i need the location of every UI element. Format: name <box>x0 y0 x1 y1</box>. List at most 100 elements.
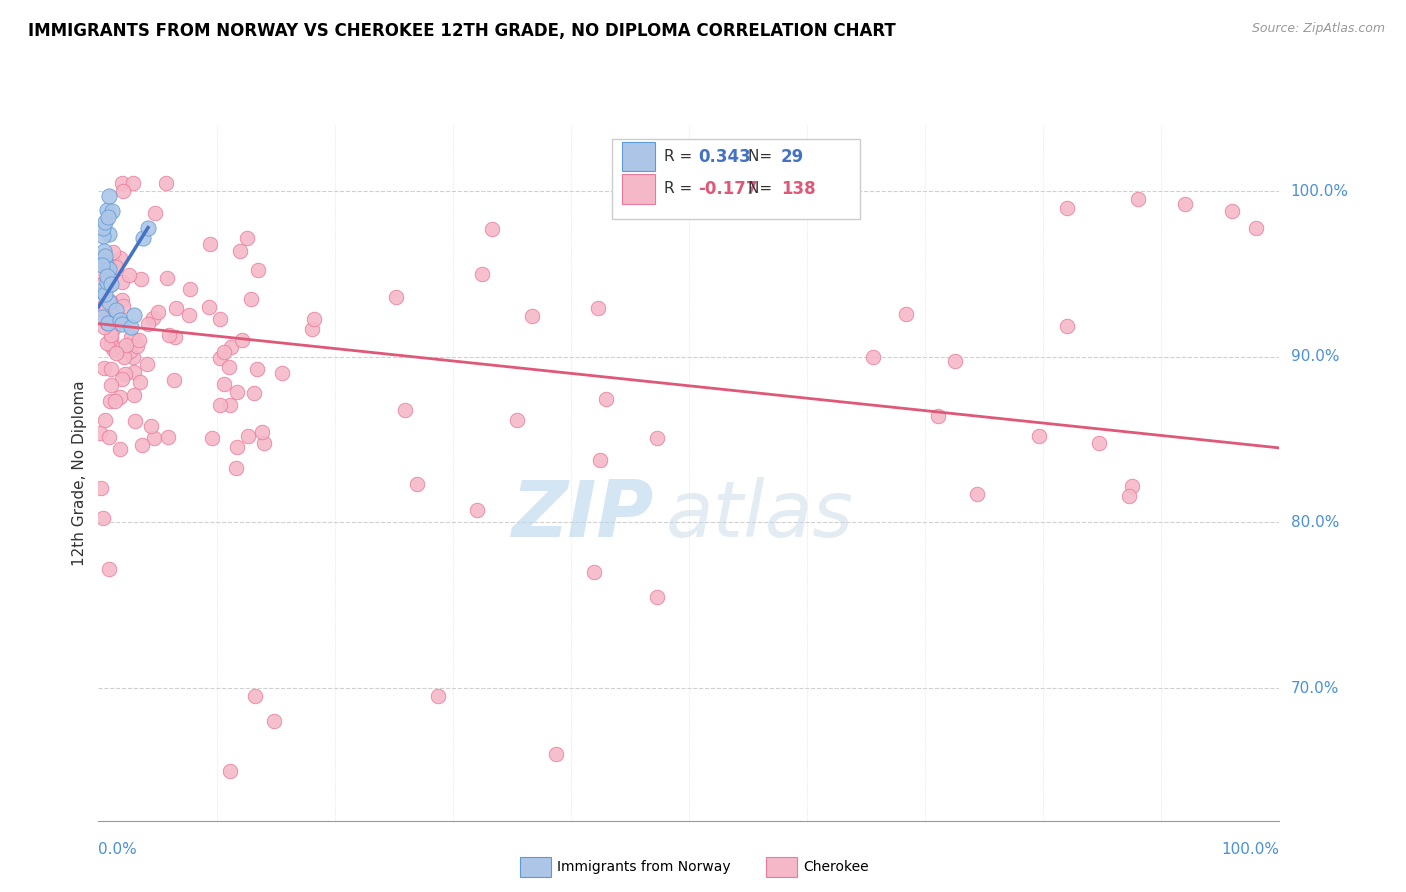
Point <box>394 403 416 417</box>
Point <box>103 322 125 336</box>
Point <box>97 227 120 241</box>
Point <box>228 244 250 258</box>
Point <box>122 388 145 402</box>
Point <box>481 221 503 235</box>
Point <box>471 267 494 281</box>
Point <box>136 317 159 331</box>
Point <box>142 431 165 445</box>
Point <box>302 311 325 326</box>
Point <box>96 275 118 289</box>
Point <box>1174 197 1197 211</box>
Point <box>93 255 115 269</box>
Point <box>98 294 121 309</box>
Point <box>226 384 249 399</box>
Point <box>142 310 165 325</box>
Point <box>108 251 131 265</box>
Text: IMMIGRANTS FROM NORWAY VS CHEROKEE 12TH GRADE, NO DIPLOMA CORRELATION CHART: IMMIGRANTS FROM NORWAY VS CHEROKEE 12TH … <box>28 22 896 40</box>
Point <box>96 202 118 217</box>
Point <box>645 590 668 604</box>
Text: 100.0%: 100.0% <box>1222 841 1279 856</box>
Point <box>943 354 966 368</box>
Point <box>93 244 115 259</box>
Point <box>114 368 136 382</box>
Point <box>1244 220 1267 235</box>
Point <box>96 316 118 330</box>
FancyBboxPatch shape <box>612 139 860 219</box>
Point <box>198 300 221 314</box>
Bar <box>621 142 655 171</box>
Bar <box>621 174 655 203</box>
Point <box>111 299 134 313</box>
Text: ZIP: ZIP <box>512 476 654 552</box>
Point <box>200 431 222 445</box>
Point <box>384 290 406 304</box>
Point <box>100 337 122 351</box>
Text: 90.0%: 90.0% <box>1291 350 1339 364</box>
Point <box>271 366 294 380</box>
Point <box>246 362 269 376</box>
Point <box>1121 478 1143 492</box>
Point <box>104 394 127 409</box>
Point <box>243 690 266 704</box>
Point <box>91 277 114 292</box>
Point <box>544 747 567 762</box>
Point <box>120 343 142 358</box>
Point <box>163 373 186 387</box>
Text: 100.0%: 100.0% <box>1291 184 1348 199</box>
Point <box>226 441 249 455</box>
Point <box>522 309 544 323</box>
Point <box>97 189 120 203</box>
Point <box>250 425 273 440</box>
Point <box>124 414 146 428</box>
Text: Cherokee: Cherokee <box>803 860 869 874</box>
Point <box>96 336 118 351</box>
Point <box>239 292 262 306</box>
Point <box>111 293 134 308</box>
Point <box>101 254 124 268</box>
Point <box>263 714 285 729</box>
Point <box>105 260 128 274</box>
Point <box>94 250 117 264</box>
Point <box>236 230 259 244</box>
Point <box>91 229 114 244</box>
Point <box>124 332 146 346</box>
Text: R =: R = <box>664 149 697 164</box>
Point <box>100 327 122 342</box>
Point <box>89 425 111 440</box>
Point <box>122 176 145 190</box>
Text: -0.177: -0.177 <box>699 180 758 198</box>
Point <box>118 268 141 282</box>
Point <box>114 337 136 351</box>
Point <box>97 210 120 224</box>
Point <box>219 764 242 778</box>
Point <box>212 345 235 359</box>
Text: atlas: atlas <box>665 476 853 552</box>
Point <box>862 351 884 365</box>
Point <box>89 284 111 298</box>
Point <box>231 333 253 347</box>
Point <box>111 372 134 386</box>
Point <box>94 259 117 273</box>
Point <box>131 438 153 452</box>
Point <box>218 398 240 412</box>
Point <box>219 340 242 354</box>
Point <box>100 378 122 392</box>
Point <box>163 330 186 344</box>
Text: Source: ZipAtlas.com: Source: ZipAtlas.com <box>1251 22 1385 36</box>
Point <box>122 365 145 379</box>
Point <box>101 203 124 218</box>
Point <box>103 342 125 356</box>
Point <box>101 308 124 322</box>
Point <box>132 230 155 244</box>
Point <box>108 442 131 456</box>
Point <box>105 345 128 359</box>
Point <box>94 287 117 301</box>
Point <box>156 271 179 285</box>
Point <box>121 320 143 334</box>
Point <box>165 301 187 315</box>
Point <box>894 307 917 321</box>
Point <box>198 237 221 252</box>
Point <box>90 258 112 272</box>
Point <box>103 244 125 259</box>
Point <box>122 309 145 323</box>
